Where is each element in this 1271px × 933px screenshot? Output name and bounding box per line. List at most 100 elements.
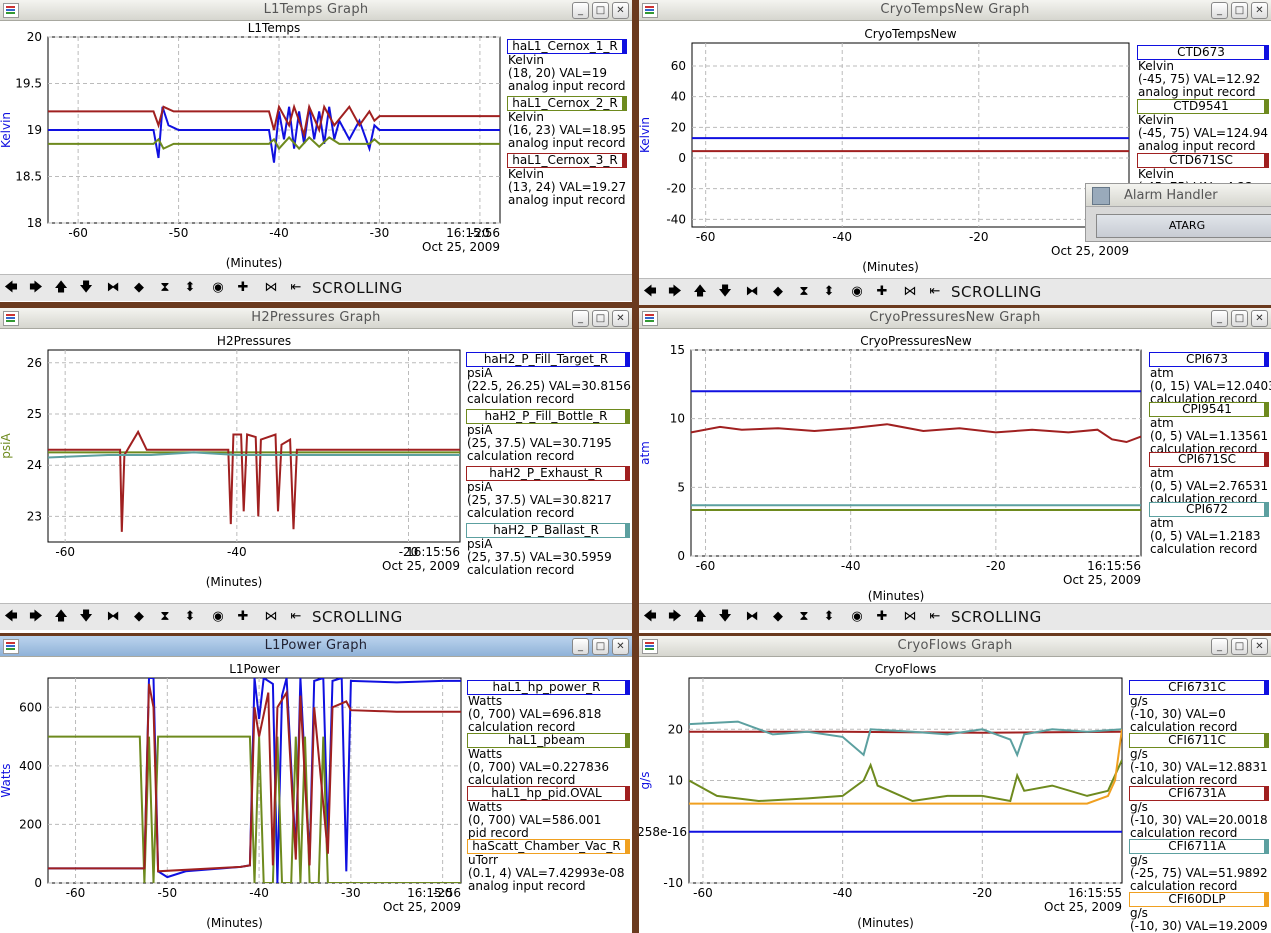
minimize-icon[interactable]: _ <box>1211 310 1228 327</box>
scrolling-status[interactable]: SCROLLING <box>951 608 1042 626</box>
pan-down-icon[interactable]: 🡇 <box>718 284 732 299</box>
window-titlebar[interactable]: L1Temps Graph _ □ ✕ <box>0 0 632 21</box>
legend-entry[interactable]: CPI671SC atm (0, 5) VAL=2.76531 calculation… <box>1147 452 1269 506</box>
maximize-icon[interactable]: □ <box>592 2 609 19</box>
app-menu-icon[interactable] <box>3 639 19 654</box>
add-icon[interactable]: ✚ <box>876 609 888 624</box>
close-icon[interactable]: ✕ <box>1251 310 1268 327</box>
scrolling-status[interactable]: SCROLLING <box>312 279 403 297</box>
legend-entry[interactable]: haH2_P_Ballast_R psiA (25, 37.5) VAL=30.59… <box>464 523 630 577</box>
zoom-in-y-icon[interactable]: ⧗ <box>160 280 170 295</box>
minimize-icon[interactable]: _ <box>1211 638 1228 655</box>
legend-entry[interactable]: CFI6711A g/s (-25, 75) VAL=51.9892 calculat… <box>1127 839 1269 893</box>
legend-entry[interactable]: CPI9541 atm (0, 5) VAL=1.13561 calculation … <box>1147 402 1269 456</box>
legend-entry[interactable]: CPI673 atm (0, 15) VAL=12.0403 calculation … <box>1147 352 1271 406</box>
minimize-icon[interactable]: _ <box>572 2 589 19</box>
legend-entry[interactable]: haH2_P_Fill_Target_R psiA (22.5, 26.25) VA… <box>464 352 631 406</box>
maximize-icon[interactable]: □ <box>1231 2 1248 19</box>
maximize-icon[interactable]: □ <box>592 310 609 327</box>
zoom-out-y-icon[interactable]: ⬍ <box>823 609 835 624</box>
pan-right-icon[interactable]: 🡆 <box>668 609 682 624</box>
app-menu-icon[interactable] <box>3 311 19 326</box>
scrolling-status[interactable]: SCROLLING <box>951 283 1042 301</box>
legend-entry[interactable]: haH2_P_Fill_Bottle_R psiA (25, 37.5) VAL=3… <box>464 409 630 463</box>
legend-entry[interactable]: CTD673 Kelvin (-45, 75) VAL=12.92 analog in… <box>1135 45 1269 99</box>
zoom-out-x-icon[interactable]: ◆ <box>134 609 144 624</box>
legend-entry[interactable]: haL1_Cernox_1_R Kelvin (18, 20) VAL=19 anal… <box>505 39 627 93</box>
close-icon[interactable]: ✕ <box>612 2 629 19</box>
pan-right-icon[interactable]: 🡆 <box>29 609 43 624</box>
app-menu-icon[interactable] <box>642 311 658 326</box>
add-icon[interactable]: ✚ <box>237 280 249 295</box>
window-titlebar[interactable]: CryoPressuresNew Graph _ □ ✕ <box>639 308 1271 329</box>
zoom-in-y-icon[interactable]: ⧗ <box>160 609 170 624</box>
pan-up-icon[interactable]: 🡅 <box>54 609 68 624</box>
zoom-out-y-icon[interactable]: ⬍ <box>184 609 196 624</box>
scroll-back-icon[interactable]: ⇤ <box>290 280 302 295</box>
close-icon[interactable]: ✕ <box>612 638 629 655</box>
maximize-icon[interactable]: □ <box>1231 638 1248 655</box>
zoom-in-x-icon[interactable]: ⧓ <box>106 609 120 624</box>
reset-icon[interactable]: ◉ <box>212 609 224 624</box>
autoscale-icon[interactable]: ⋈ <box>264 609 278 624</box>
minimize-icon[interactable]: _ <box>572 310 589 327</box>
zoom-in-y-icon[interactable]: ⧗ <box>799 284 809 299</box>
minimize-icon[interactable]: _ <box>1211 2 1228 19</box>
alarm-handler-titlebar[interactable]: Alarm Handler <box>1086 184 1271 207</box>
pan-down-icon[interactable]: 🡇 <box>79 609 93 624</box>
maximize-icon[interactable]: □ <box>592 638 609 655</box>
pan-up-icon[interactable]: 🡅 <box>693 609 707 624</box>
reset-icon[interactable]: ◉ <box>851 284 863 299</box>
minimize-icon[interactable]: _ <box>572 638 589 655</box>
window-titlebar[interactable]: CryoFlows Graph _ □ ✕ <box>639 636 1271 657</box>
zoom-in-x-icon[interactable]: ⧓ <box>745 609 759 624</box>
app-menu-icon[interactable] <box>3 3 19 18</box>
scroll-back-icon[interactable]: ⇤ <box>929 609 941 624</box>
app-menu-icon[interactable] <box>642 3 658 18</box>
app-menu-icon[interactable] <box>642 639 658 654</box>
pan-down-icon[interactable]: 🡇 <box>718 609 732 624</box>
add-icon[interactable]: ✚ <box>237 609 249 624</box>
zoom-out-y-icon[interactable]: ⬍ <box>184 280 196 295</box>
legend-entry[interactable]: CFI6711C g/s (-10, 30) VAL=12.8831 calculat… <box>1127 733 1269 787</box>
window-titlebar[interactable]: H2Pressures Graph _ □ ✕ <box>0 308 632 329</box>
legend-entry[interactable]: CFI6731C g/s (-10, 30) VAL=0 calculation re… <box>1127 680 1269 734</box>
reset-icon[interactable]: ◉ <box>212 280 224 295</box>
pan-left-icon[interactable]: 🡄 <box>643 609 657 624</box>
legend-entry[interactable]: haL1_pbeam Watts (0, 700) VAL=0.227836 calc… <box>465 733 630 787</box>
legend-entry[interactable]: CTD9541 Kelvin (-45, 75) VAL=124.94 analog … <box>1135 99 1269 153</box>
legend-entry[interactable]: CPI672 atm (0, 5) VAL=1.2183 calculation re… <box>1147 502 1269 556</box>
autoscale-icon[interactable]: ⋈ <box>264 280 278 295</box>
autoscale-icon[interactable]: ⋈ <box>903 284 917 299</box>
scrolling-status[interactable]: SCROLLING <box>312 608 403 626</box>
zoom-out-x-icon[interactable]: ◆ <box>773 284 783 299</box>
legend-entry[interactable]: haL1_Cernox_2_R Kelvin (16, 23) VAL=18.95 a… <box>505 96 627 150</box>
close-icon[interactable]: ✕ <box>1251 2 1268 19</box>
close-icon[interactable]: ✕ <box>1251 638 1268 655</box>
pan-left-icon[interactable]: 🡄 <box>4 609 18 624</box>
legend-entry[interactable]: haL1_hp_pid.OVAL Watts (0, 700) VAL=586.00… <box>465 786 630 840</box>
scroll-back-icon[interactable]: ⇤ <box>929 284 941 299</box>
window-titlebar[interactable]: CryoTempsNew Graph _ □ ✕ <box>639 0 1271 21</box>
pan-left-icon[interactable]: 🡄 <box>643 284 657 299</box>
scroll-back-icon[interactable]: ⇤ <box>290 609 302 624</box>
legend-entry[interactable]: haL1_hp_power_R Watts (0, 700) VAL=696.818… <box>465 680 630 734</box>
zoom-out-x-icon[interactable]: ◆ <box>134 280 144 295</box>
pan-right-icon[interactable]: 🡆 <box>668 284 682 299</box>
legend-entry[interactable]: haScatt_Chamber_Vac_R uTorr (0.1, 4) VAL=7… <box>465 839 630 893</box>
zoom-in-x-icon[interactable]: ⧓ <box>106 280 120 295</box>
close-icon[interactable]: ✕ <box>612 310 629 327</box>
pan-up-icon[interactable]: 🡅 <box>693 284 707 299</box>
autoscale-icon[interactable]: ⋈ <box>903 609 917 624</box>
alarm-group-button[interactable]: ATARG <box>1096 214 1271 238</box>
pan-right-icon[interactable]: 🡆 <box>29 280 43 295</box>
legend-entry[interactable]: CFI6731A g/s (-10, 30) VAL=20.0018 calculat… <box>1127 786 1269 840</box>
add-icon[interactable]: ✚ <box>876 284 888 299</box>
reset-icon[interactable]: ◉ <box>851 609 863 624</box>
maximize-icon[interactable]: □ <box>1231 310 1248 327</box>
legend-entry[interactable]: haH2_P_Exhaust_R psiA (25, 37.5) VAL=30.82… <box>464 466 630 520</box>
zoom-out-y-icon[interactable]: ⬍ <box>823 284 835 299</box>
legend-entry[interactable]: haL1_Cernox_3_R Kelvin (13, 24) VAL=19.27 a… <box>505 153 627 207</box>
zoom-in-x-icon[interactable]: ⧓ <box>745 284 759 299</box>
